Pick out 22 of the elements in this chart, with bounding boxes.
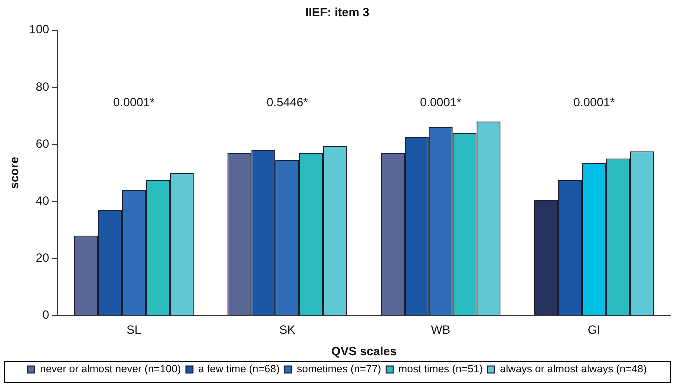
annotation: 0.0001* [574,95,616,110]
x-tick-label: SK [280,323,296,338]
y-axis-title: score [8,156,22,190]
legend-label: never or almost never (n=100) [40,364,182,376]
legend-label: most times (n=51) [398,364,483,376]
y-tick-label: 40 [36,194,50,208]
x-axis-title: QVS scales [332,344,398,359]
legend-label: always or almost always (n=48) [500,364,648,376]
annotation: 0.5446* [266,95,309,110]
y-tick-label: 100 [29,22,50,37]
annotation: 0.0001* [113,95,156,110]
y-tick-label: 0 [42,308,50,322]
annotation: 0.0001* [420,95,462,110]
y-tick-label: 80 [36,80,50,94]
y-tick-label: 60 [36,136,50,151]
legend-label: a few time (n=68) [198,364,280,376]
legend-label: sometimes (n=77) [297,364,382,376]
x-tick-label: GI [588,323,601,338]
y-tick-label: 20 [36,250,50,265]
chart-title: IIEF: item 3 [305,6,370,20]
x-tick-label: SL [126,323,142,338]
x-tick-label: WB [431,323,451,338]
